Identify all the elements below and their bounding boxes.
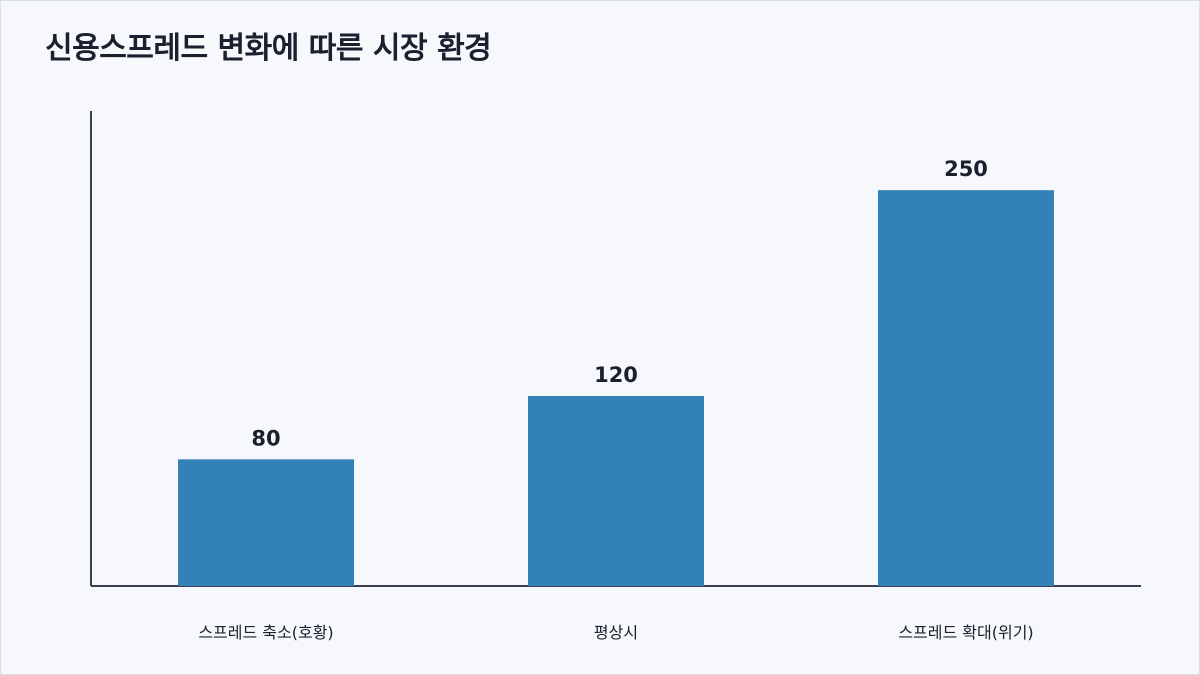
bar-2 — [528, 396, 704, 586]
bar-3 — [878, 190, 1054, 586]
x-tick-label-2: 평상시 — [594, 623, 638, 642]
bar-value-label-3: 250 — [944, 157, 988, 181]
value-labels-group: 80 120 250 — [251, 157, 988, 450]
bars-group — [178, 190, 1054, 586]
bar-value-label-1: 80 — [251, 426, 280, 450]
x-tick-label-3: 스프레드 확대(위기) — [898, 623, 1033, 642]
bar-1 — [178, 459, 354, 586]
x-tick-label-1: 스프레드 축소(호황) — [198, 623, 333, 642]
x-tick-labels-group: 스프레드 축소(호황) 평상시 스프레드 확대(위기) — [198, 623, 1033, 642]
chart-title: 신용스프레드 변화에 따른 시장 환경 — [45, 31, 492, 66]
bar-value-label-2: 120 — [594, 363, 638, 387]
